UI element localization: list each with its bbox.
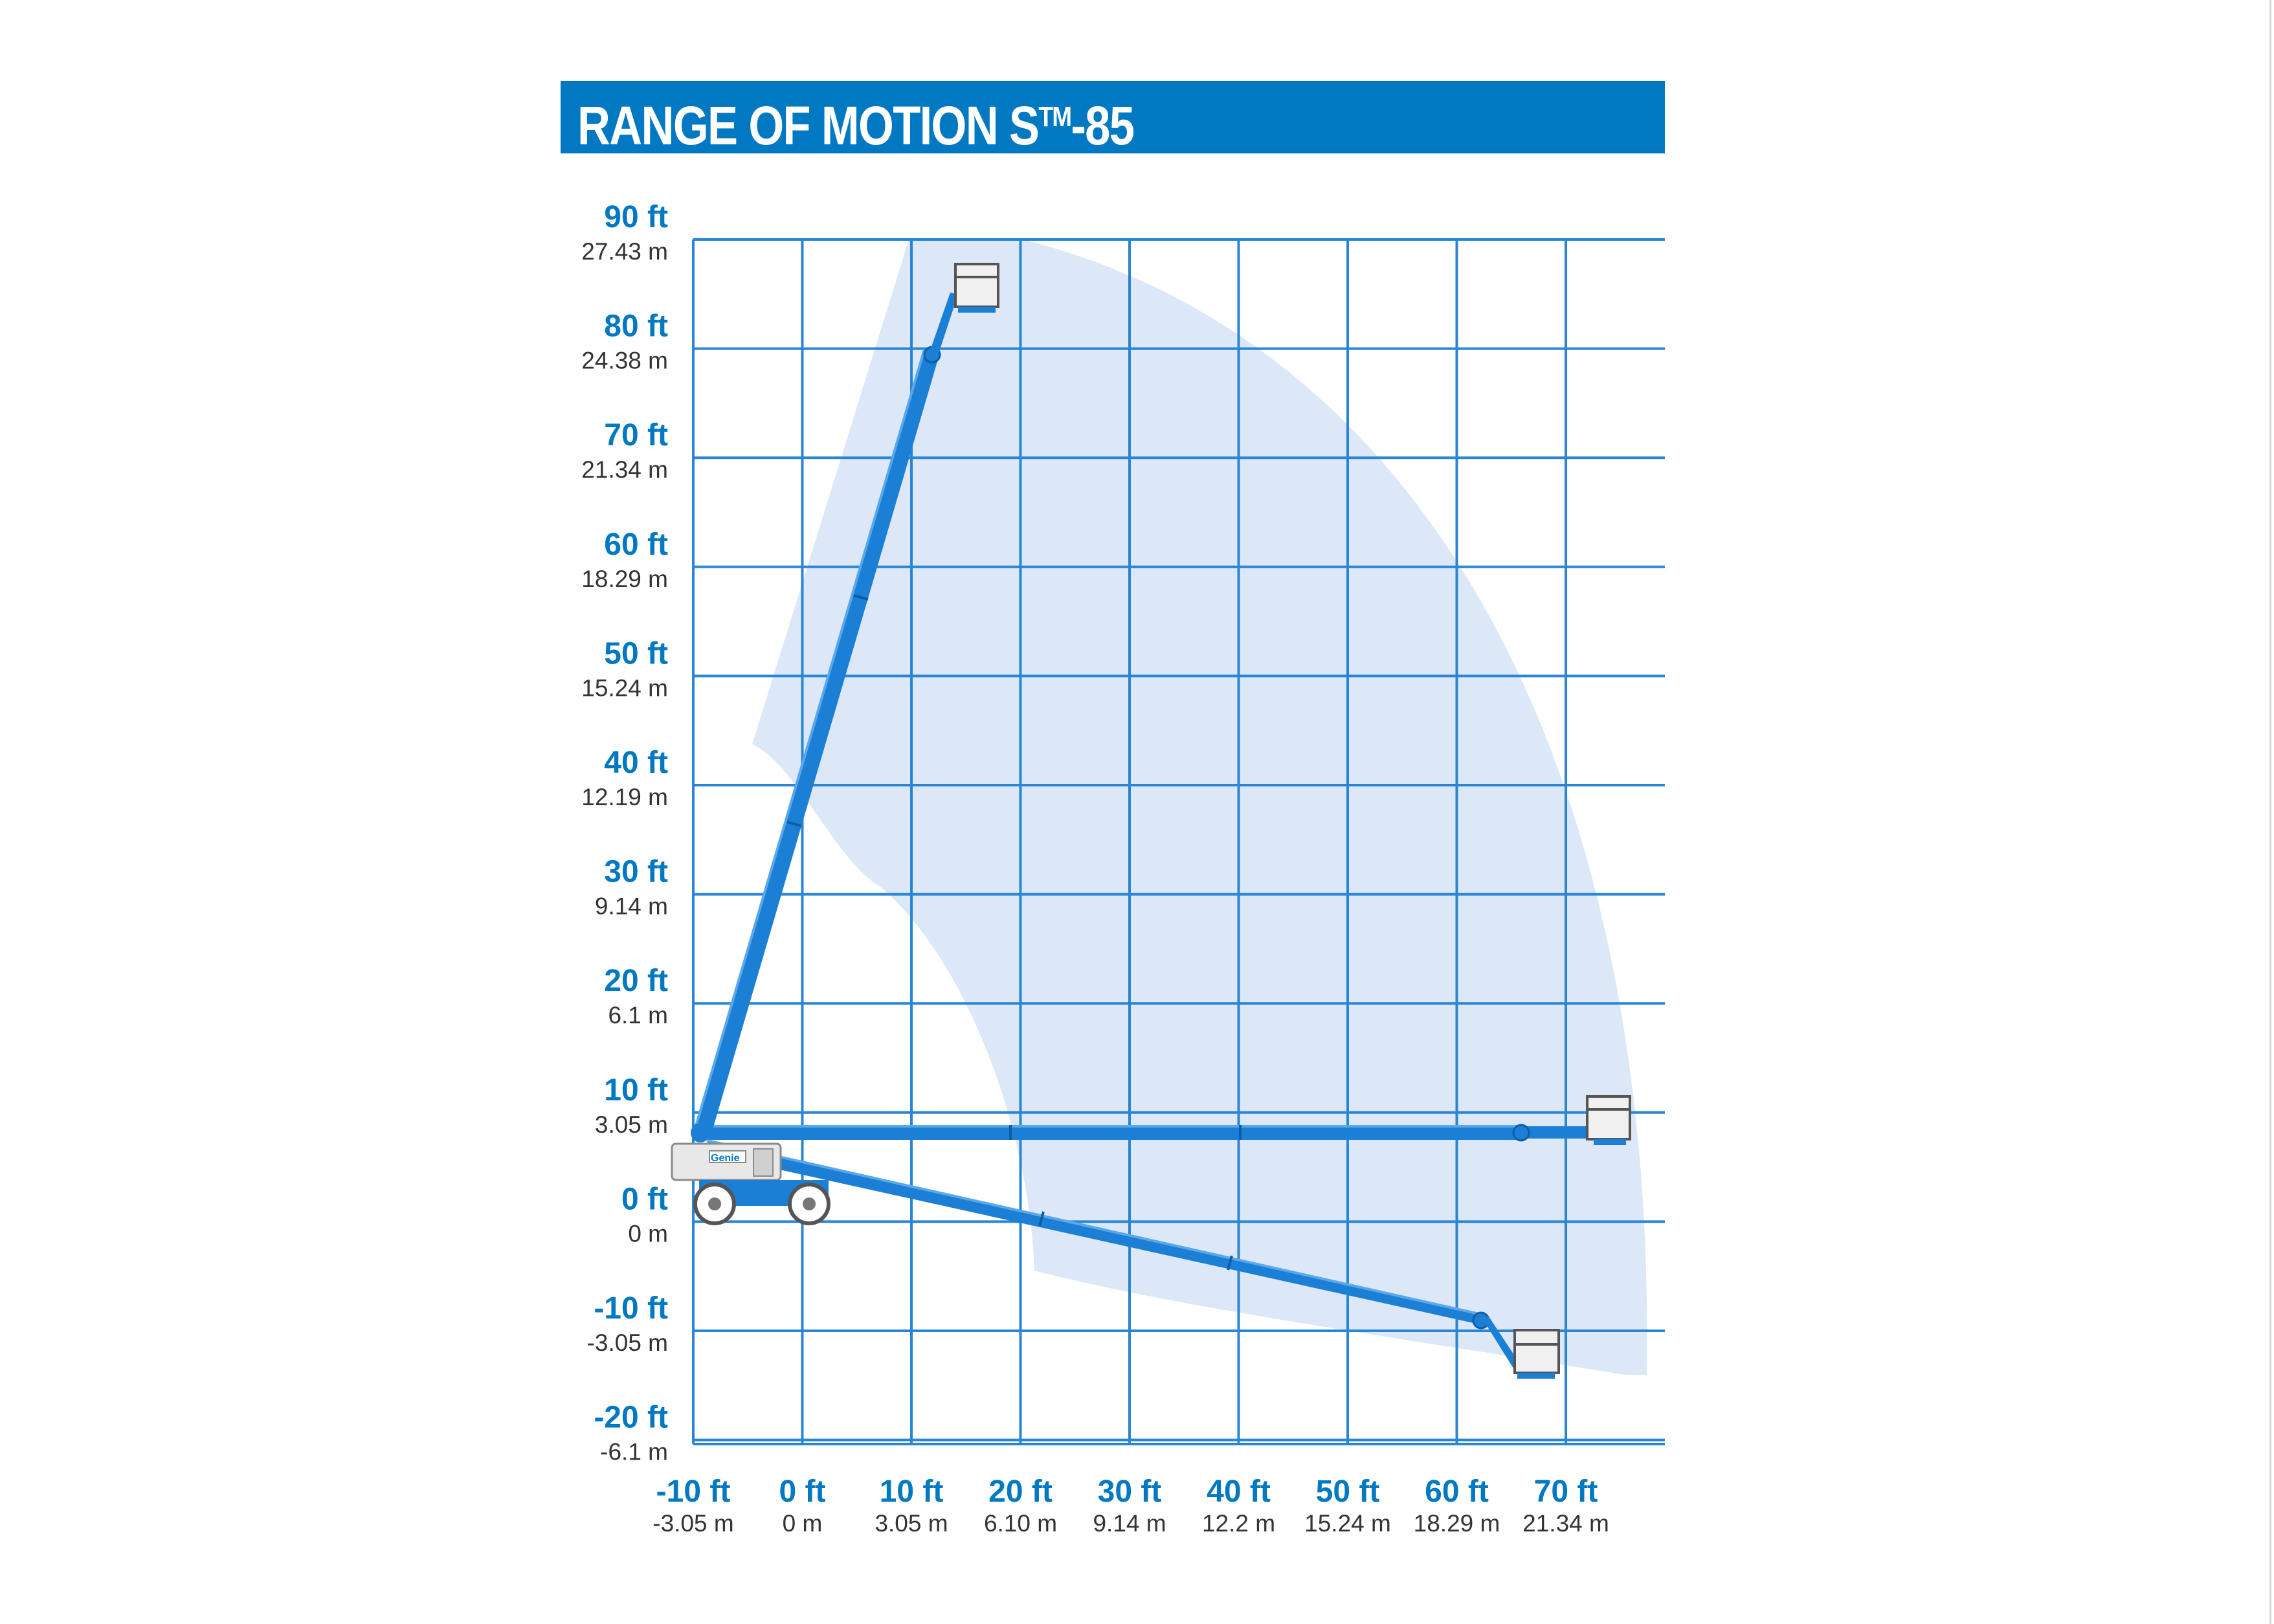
x-tick-label-ft: 0 ft xyxy=(779,1474,826,1509)
y-tick-label-ft: 80 ft xyxy=(604,309,668,344)
brand-logo: Genie xyxy=(711,1153,740,1164)
x-tick-label-ft: 10 ft xyxy=(880,1474,944,1509)
x-tick-label-m: 0 m xyxy=(783,1510,823,1537)
x-tick-label-m: 6.10 m xyxy=(984,1510,1057,1537)
title-banner: RANGE OF MOTION STM-85 xyxy=(561,81,1665,156)
x-tick-label-m: 3.05 m xyxy=(875,1510,948,1537)
title-main: RANGE OF MOTION S xyxy=(577,95,1040,156)
boom-raised xyxy=(693,263,999,1136)
page-title: RANGE OF MOTION STM-85 xyxy=(577,81,1135,156)
x-tick-label-ft: 40 ft xyxy=(1207,1474,1271,1509)
y-tick-label-m: 24.38 m xyxy=(581,348,668,374)
boom-lowered xyxy=(706,1139,1560,1379)
x-tick-label-ft: 30 ft xyxy=(1098,1474,1162,1509)
y-tick-label-ft: 70 ft xyxy=(604,418,668,452)
x-axis-labels: -10 ft-3.05 m 0 ft0 m 10 ft3.05 m 20 ft6.10… xyxy=(652,1474,1609,1537)
y-tick-label-m: 21.34 m xyxy=(581,456,668,483)
x-tick-label-ft: 50 ft xyxy=(1316,1474,1380,1509)
x-tick-label-ft: -10 ft xyxy=(656,1474,731,1509)
y-tick-label-ft: 60 ft xyxy=(604,528,668,562)
grid xyxy=(692,238,1665,1445)
y-tick-label-ft: 30 ft xyxy=(604,855,668,889)
right-edge-line xyxy=(2269,0,2271,1624)
working-envelope xyxy=(752,239,1647,1375)
x-tick-label-ft: 20 ft xyxy=(988,1474,1053,1509)
x-tick-label-m: 15.24 m xyxy=(1304,1510,1391,1537)
y-tick-label-m: 27.43 m xyxy=(581,238,668,265)
y-tick-label-m: 3.05 m xyxy=(595,1111,668,1138)
x-tick-label-ft: 60 ft xyxy=(1425,1474,1489,1509)
y-tick-label-m: 6.1 m xyxy=(608,1002,668,1029)
x-tick-label-m: 21.34 m xyxy=(1522,1510,1609,1537)
y-tick-label-m: 15.24 m xyxy=(581,674,668,701)
boom-pivot xyxy=(691,1123,710,1142)
y-axis-labels: 90 ft 27.43 m 80 ft 24.38 m 70 ft 21.34 m 60 f… xyxy=(581,200,668,1465)
x-tick-label-m: 9.14 m xyxy=(1093,1510,1166,1537)
x-tick-label-ft: 70 ft xyxy=(1534,1474,1598,1509)
boom-horizontal xyxy=(696,1095,1631,1145)
y-tick-label-m: -3.05 m xyxy=(587,1329,668,1356)
y-tick-label-m: 18.29 m xyxy=(581,566,668,592)
title-suffix: -85 xyxy=(1071,95,1135,156)
y-tick-label-ft: 10 ft xyxy=(604,1073,668,1107)
machine-chassis: Genie xyxy=(671,1142,830,1225)
y-tick-label-m: 0 m xyxy=(628,1220,668,1247)
y-tick-label-ft: -20 ft xyxy=(594,1401,668,1435)
y-tick-label-m: 12.19 m xyxy=(581,784,668,810)
y-tick-label-m: 9.14 m xyxy=(595,893,668,920)
y-tick-label-ft: 50 ft xyxy=(604,636,668,671)
y-tick-label-ft: 0 ft xyxy=(621,1182,668,1216)
x-tick-label-m: -3.05 m xyxy=(652,1510,733,1537)
x-tick-label-m: 12.2 m xyxy=(1202,1510,1275,1537)
y-tick-label-ft: 40 ft xyxy=(604,746,668,780)
y-tick-label-ft: 90 ft xyxy=(604,200,668,234)
y-tick-label-m: -6.1 m xyxy=(600,1439,668,1465)
y-tick-label-ft: -10 ft xyxy=(594,1291,668,1326)
x-tick-label-m: 18.29 m xyxy=(1414,1510,1500,1537)
trademark-mark: TM xyxy=(1038,101,1072,133)
y-tick-label-ft: 20 ft xyxy=(604,964,668,998)
